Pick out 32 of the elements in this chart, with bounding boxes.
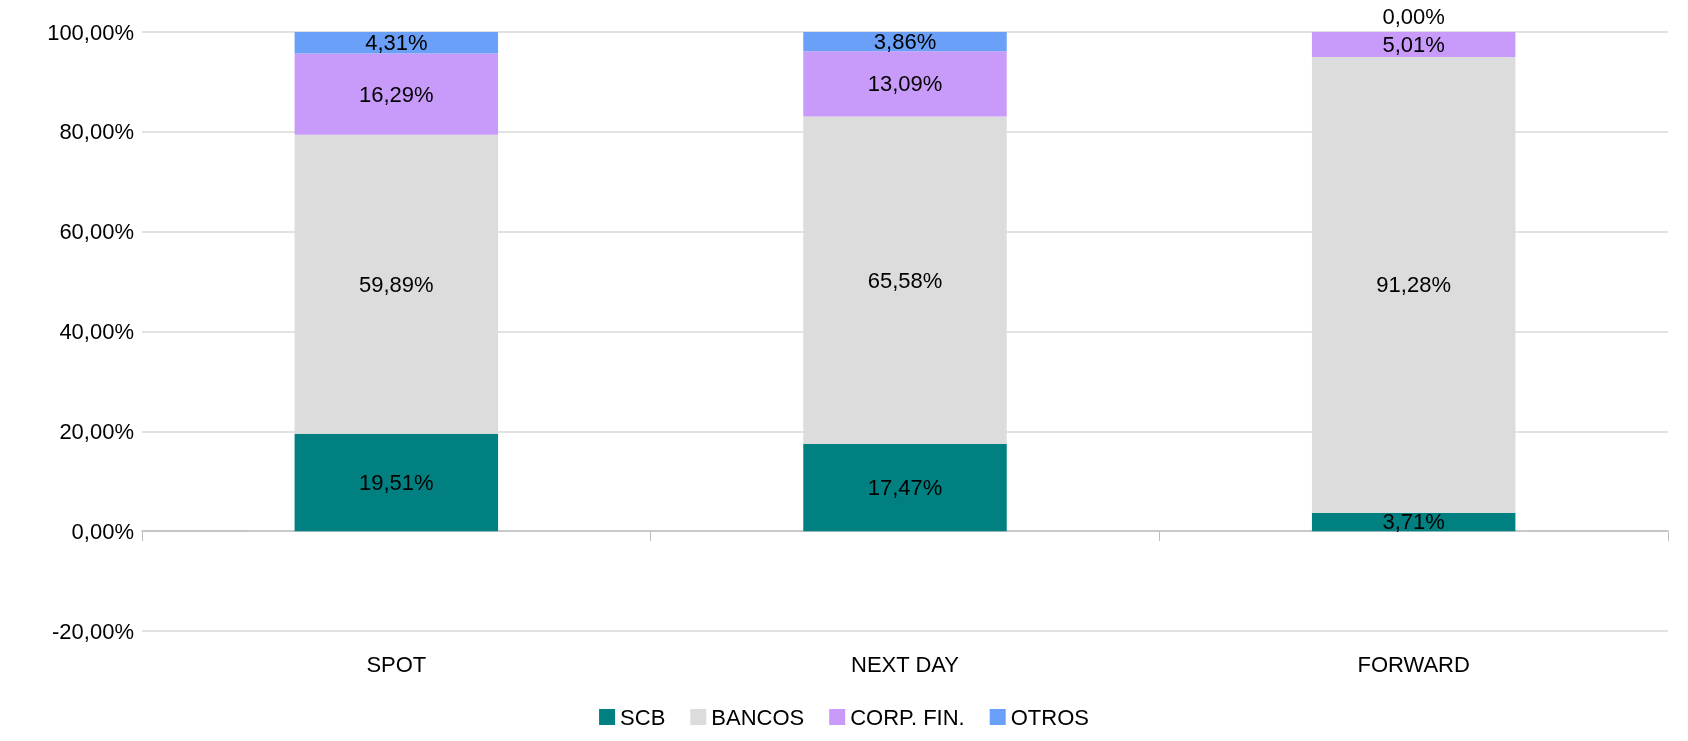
y-tick-label: 20,00% (59, 418, 134, 444)
legend-label: SCB (620, 704, 666, 730)
data-label: 13,09% (867, 71, 943, 97)
data-label: 3,86% (873, 29, 937, 55)
bar (1311, 32, 1516, 58)
data-label: 5,01% (1382, 32, 1445, 57)
x-tick-label: SPOT (366, 651, 427, 677)
legend-label: BANCOS (711, 704, 805, 730)
y-tick-label: 0,00% (71, 518, 134, 544)
y-tick-label: -20,00% (52, 618, 134, 644)
y-tick-label: 80,00% (59, 119, 134, 145)
data-label: 16,29% (359, 81, 434, 107)
x-tick-label: NEXT DAY (851, 651, 960, 677)
data-label: 91,28% (1376, 272, 1451, 298)
data-label: 0,00% (1382, 3, 1445, 29)
data-label: 3,71% (1382, 509, 1445, 535)
y-tick-label: 40,00% (59, 319, 134, 344)
data-label: 19,51% (359, 469, 434, 495)
bar (294, 433, 499, 532)
y-tick-label: 60,00% (59, 219, 134, 245)
bar (803, 51, 1007, 117)
x-tick-label: FORWARD (1357, 651, 1470, 677)
bar (294, 53, 499, 135)
data-label: 59,89% (359, 271, 434, 297)
bar (294, 32, 499, 54)
data-label: 17,47% (867, 475, 943, 501)
legend-label: CORP. FIN. (850, 704, 965, 730)
data-label: 4,31% (365, 30, 428, 56)
legend-label: OTROS (1010, 704, 1089, 730)
bar (803, 443, 1007, 532)
y-tick-label: 100,00% (47, 19, 134, 45)
data-label: 65,58% (867, 267, 943, 293)
